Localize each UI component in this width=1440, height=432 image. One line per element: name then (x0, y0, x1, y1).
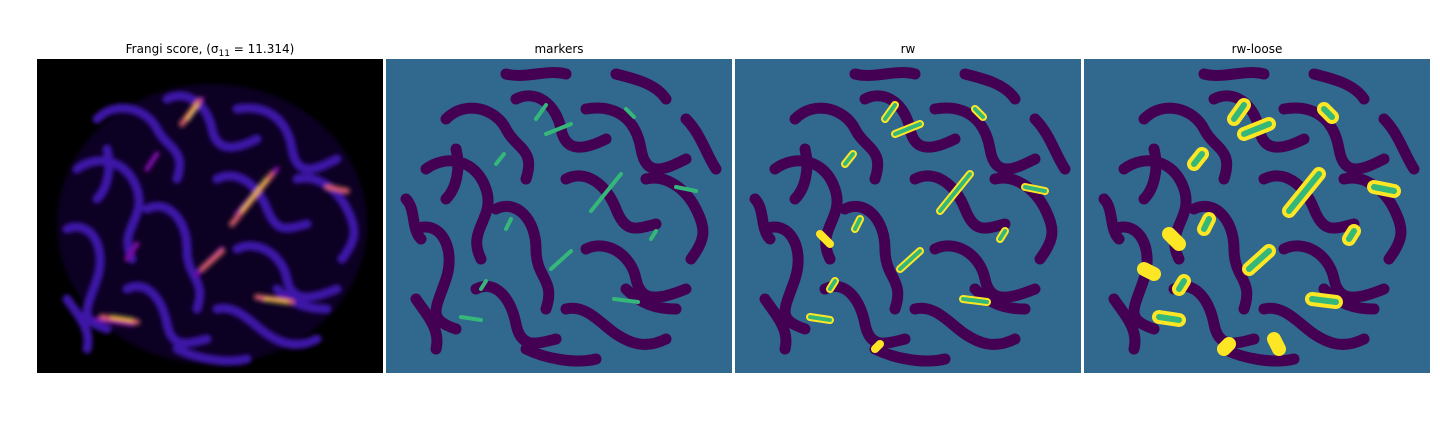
frangi-title-tail: = 11.314) (229, 42, 295, 56)
panel-title-rw-loose: rw-loose (1231, 42, 1283, 56)
frangi-image (37, 59, 383, 373)
rw-segmentation-image (735, 59, 1081, 373)
panel-rw: rw (735, 40, 1081, 373)
panel-frangi: Frangi score, (σ11 = 11.314) (37, 40, 383, 373)
panel-title-markers: markers (534, 42, 584, 56)
frangi-title-subscript: 11 (218, 49, 230, 59)
panel-rw-loose: rw-loose (1084, 40, 1430, 373)
markers-image (386, 59, 732, 373)
rw-image (735, 59, 1081, 373)
panel-title-frangi: Frangi score, (σ11 = 11.314) (37, 40, 383, 59)
panel-title-rw: rw (900, 42, 916, 56)
frangi-score-image (37, 59, 383, 373)
frangi-title-text: Frangi score, (σ (125, 42, 219, 56)
rw-loose-segmentation-image (1084, 59, 1430, 373)
markers-label-image (386, 59, 732, 373)
panel-markers: markers (386, 40, 732, 373)
rw-loose-image (1084, 59, 1430, 373)
